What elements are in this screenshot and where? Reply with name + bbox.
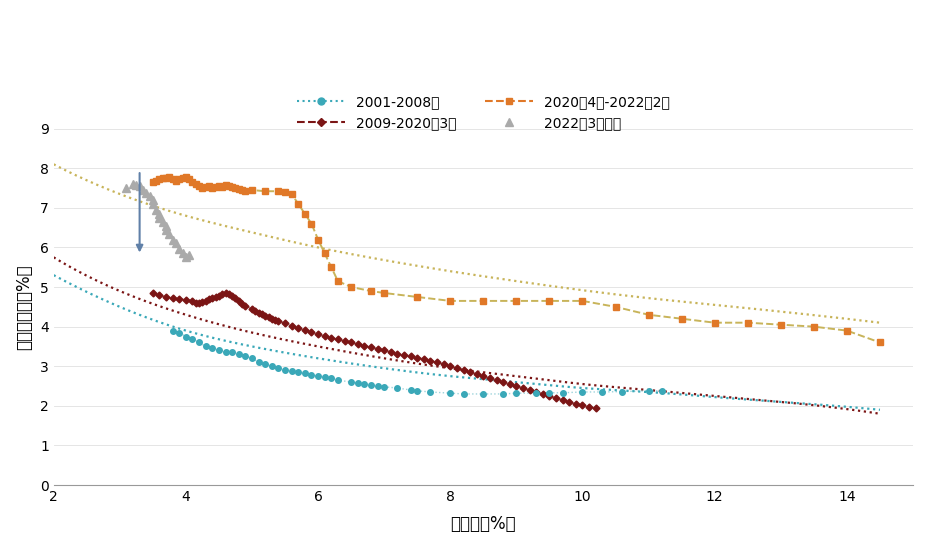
Y-axis label: 职位空缺率（%）: 职位空缺率（%）	[15, 264, 33, 350]
X-axis label: 失业率（%）: 失业率（%）	[450, 515, 515, 533]
Legend: 2001-2008年, 2009-2020年3月, 2020年4月-2022年2月, 2022年3月以来: 2001-2008年, 2009-2020年3月, 2020年4月-2022年2…	[291, 89, 675, 135]
